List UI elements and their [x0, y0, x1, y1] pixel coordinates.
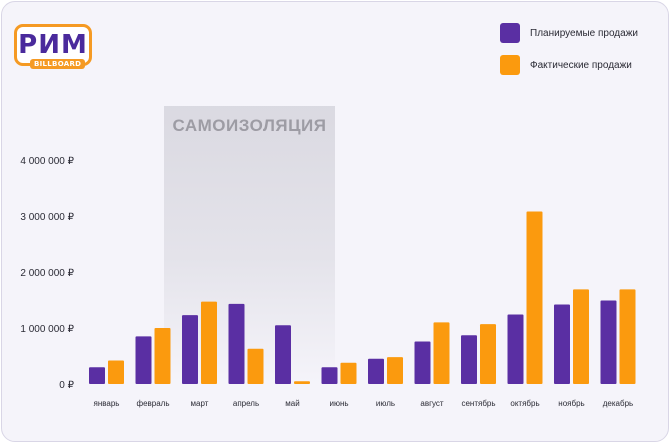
x-tick-label: сентябрь	[461, 399, 495, 408]
bar-actual	[619, 289, 636, 384]
y-tick-label: 4 000 000 ₽	[20, 156, 74, 167]
legend-item-planned: Планируемые продажи	[500, 23, 638, 43]
bar-actual	[573, 289, 589, 384]
x-tick-label: июнь	[329, 399, 348, 408]
bar-planned	[600, 300, 617, 384]
bar-planned	[182, 315, 198, 384]
legend-swatch-actual	[500, 55, 520, 75]
bar-planned	[554, 304, 570, 384]
legend-label-actual: Фактические продажи	[530, 59, 632, 71]
x-tick-label: январь	[94, 399, 120, 408]
legend-label-planned: Планируемые продажи	[530, 27, 638, 39]
bar-actual	[201, 301, 217, 384]
bar-planned	[414, 341, 431, 384]
x-tick-label: март	[191, 399, 209, 408]
bar-actual	[247, 348, 264, 384]
bar-planned	[507, 314, 524, 384]
bar-planned	[321, 367, 338, 384]
chart-legend: Планируемые продажи Фактические продажи	[500, 23, 638, 87]
x-tick-label: август	[420, 399, 444, 408]
y-tick-label: 2 000 000 ₽	[20, 268, 74, 279]
logo-word: РИМ	[18, 30, 88, 60]
y-tick-label: 0 ₽	[59, 380, 74, 391]
bar-planned	[368, 358, 384, 384]
isolation-band-label: САМОИЗОЛЯЦИЯ	[173, 116, 327, 135]
bar-planned	[89, 367, 105, 384]
bar-actual	[387, 357, 403, 384]
y-tick-label: 3 000 000 ₽	[20, 212, 74, 223]
x-tick-label: май	[285, 399, 299, 408]
x-tick-label: февраль	[136, 399, 169, 408]
legend-swatch-planned	[500, 23, 520, 43]
bar-planned	[135, 336, 152, 384]
bar-planned	[461, 335, 477, 384]
x-tick-label: апрель	[233, 399, 259, 408]
bar-planned	[275, 325, 291, 384]
x-tick-label: июль	[376, 399, 395, 408]
bar-actual	[340, 362, 357, 384]
x-tick-label: декабрь	[603, 399, 633, 408]
x-tick-label: октябрь	[510, 399, 539, 408]
rim-billboard-logo: РИМ BILLBOARD	[14, 24, 92, 72]
bar-planned	[228, 303, 245, 384]
y-tick-label: 1 000 000 ₽	[20, 324, 74, 335]
legend-item-actual: Фактические продажи	[500, 55, 638, 75]
bar-actual	[433, 322, 450, 384]
bar-actual	[526, 211, 543, 384]
bar-actual	[108, 360, 124, 384]
x-tick-label: ноябрь	[558, 399, 584, 408]
logo-tag: BILLBOARD	[30, 59, 86, 70]
bar-actual	[480, 324, 496, 384]
bar-actual	[294, 381, 310, 384]
bar-actual	[154, 328, 171, 384]
